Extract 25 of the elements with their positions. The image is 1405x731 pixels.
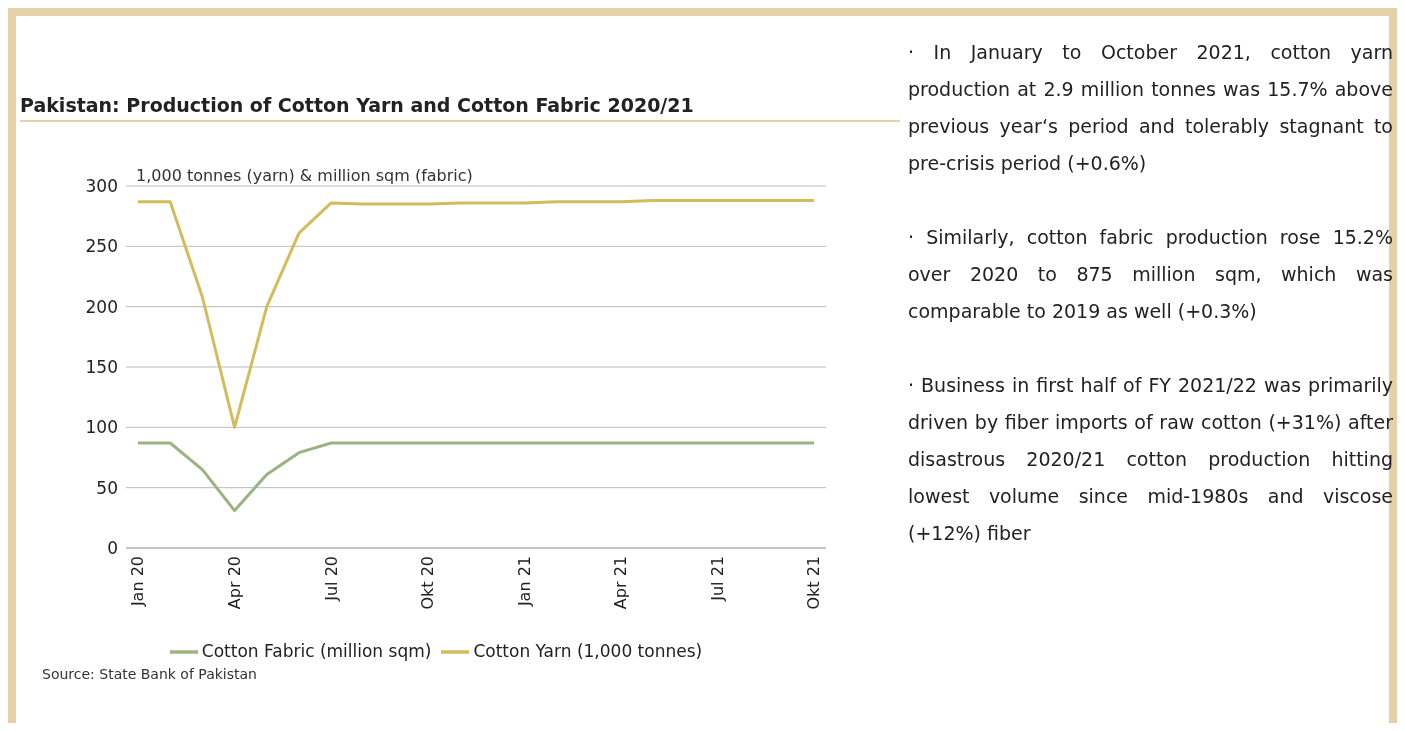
chart-title: Pakistan: Production of Cotton Yarn and Cotton Fabric 2020/21 <box>20 94 900 122</box>
text: · Similarly, cotton fabric production rose 15.2% over 2020 to 875 million sqm, which was comparable to 2019 as well (+0.3%) <box>908 225 1393 324</box>
x-tick-label: Okt 20 <box>418 556 438 610</box>
text: · In January to October 2021, cotton yarn production at 2.9 million tonnes was 15.7% above previous year‘s period and tolerably stagnant to pre-crisis period (+0.6%) <box>908 40 1393 176</box>
x-tick-label: Apr 20 <box>224 556 244 610</box>
y-axis-title: 1,000 tonnes (yarn) & million sqm (fabric) <box>136 166 473 185</box>
x-tick-label: Okt 21 <box>804 556 824 610</box>
line-series <box>136 441 816 513</box>
source-note: Source: State Bank of Pakistan <box>42 666 257 682</box>
x-tick-label: Jul 21 <box>707 556 727 602</box>
y-tick-label: 100 <box>85 417 118 438</box>
text: · Business in first half of FY 2021/22 was primarily driven by fiber imports of raw cotton (+31%) after disastrous 2020/21 cotton production hitting lowest volume since mid-1980s and viscose (+12%) fiber <box>908 373 1393 546</box>
legend-label: Cotton Yarn (1,000 tonnes) <box>473 641 703 661</box>
y-tick-label: 0 <box>107 538 118 559</box>
y-tick-label: 300 <box>85 176 118 197</box>
line-series <box>136 198 816 429</box>
y-tick-label: 50 <box>96 477 118 498</box>
x-tick-label: Apr 21 <box>611 556 631 610</box>
x-tick-label: Jul 20 <box>321 556 341 602</box>
y-tick-label: 200 <box>85 296 118 317</box>
legend-label: Cotton Fabric (million sqm) <box>201 641 432 661</box>
x-tick-label: Jan 20 <box>128 556 148 608</box>
y-tick-label: 250 <box>85 236 118 257</box>
x-tick-label: Jan 21 <box>514 556 534 608</box>
y-tick-label: 150 <box>85 357 118 378</box>
